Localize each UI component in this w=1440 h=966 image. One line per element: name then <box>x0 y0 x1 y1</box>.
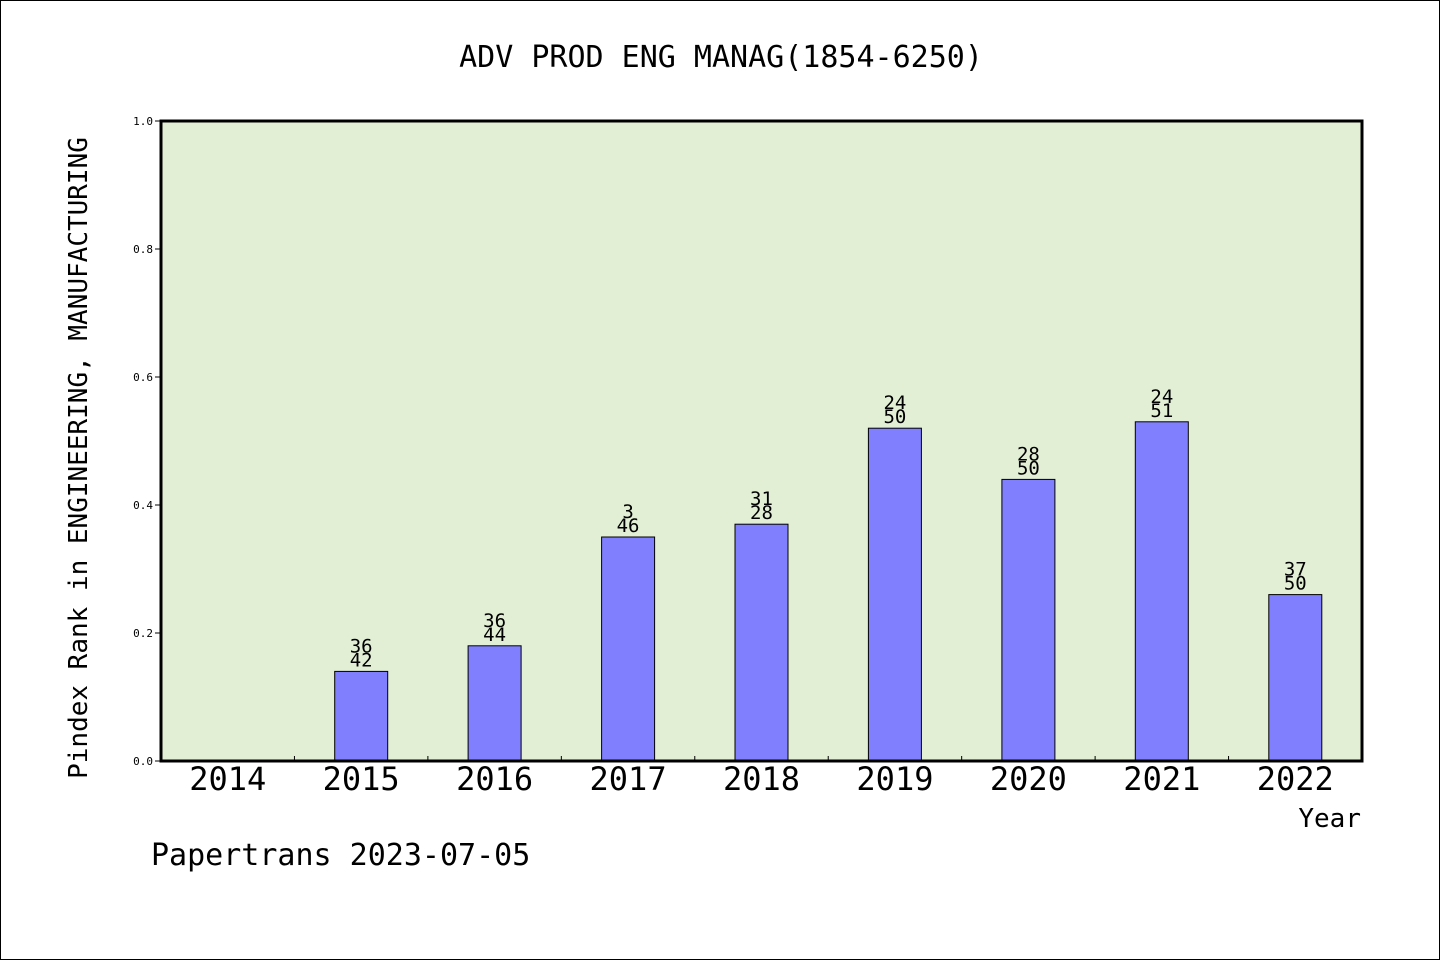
bar-2015 <box>334 670 389 762</box>
bar-label-bottom-2015: 42 <box>350 649 373 671</box>
bar-2022 <box>1268 594 1323 762</box>
bar-label-top-2018: 31 <box>750 488 773 510</box>
bar-label-top-2017: 3 <box>622 501 633 523</box>
bar-2019 <box>867 427 922 762</box>
y-tick-label: 0.4 <box>133 499 153 512</box>
bar-label-top-2022: 37 <box>1284 559 1307 581</box>
bar-label-bottom-2021: 51 <box>1150 400 1173 422</box>
bar-label-top-2021: 24 <box>1150 386 1173 408</box>
bar-2021 <box>1134 421 1189 762</box>
x-tick-label-2018: 2018 <box>723 760 800 798</box>
bar-2016 <box>467 645 522 762</box>
x-tick-label-2021: 2021 <box>1123 760 1200 798</box>
bar-label-bottom-2016: 44 <box>483 624 506 646</box>
bar-label-bottom-2020: 50 <box>1017 457 1040 479</box>
x-tick-label-2014: 2014 <box>189 760 266 798</box>
bar-label-bottom-2019: 50 <box>883 406 906 428</box>
x-tick-label-2022: 2022 <box>1257 760 1334 798</box>
bar-2017 <box>601 536 656 762</box>
bar-label-top-2020: 28 <box>1017 443 1040 465</box>
bar-label-bottom-2018: 28 <box>750 502 773 524</box>
y-tick-label: 0.2 <box>133 627 153 640</box>
bar-label-bottom-2017: 46 <box>617 515 640 537</box>
bar-2018 <box>734 523 789 762</box>
x-tick-label-2017: 2017 <box>590 760 667 798</box>
y-tick-label: 0.8 <box>133 243 153 256</box>
x-axis-label: Year <box>1298 804 1361 834</box>
bar-label-top-2015: 36 <box>350 635 373 657</box>
plot-border <box>159 119 1364 763</box>
y-tick-label: 1.0 <box>133 115 153 128</box>
x-tick-label-2019: 2019 <box>856 760 933 798</box>
y-tick-label: 0.0 <box>133 755 153 768</box>
x-axis-ticks: 2014 2015 2016 2017 2018 2019 2020 2021 2022 <box>189 756 1334 798</box>
footer-credit: Papertrans 2023-07-05 <box>151 838 530 873</box>
bar-label-bottom-2022: 50 <box>1284 573 1307 595</box>
x-tick-label-2015: 2015 <box>323 760 400 798</box>
bar-2020 <box>1001 478 1056 762</box>
bar-label-top-2019: 24 <box>883 392 906 414</box>
x-tick-label-2016: 2016 <box>456 760 533 798</box>
chart-title: ADV PROD ENG MANAG(1854-6250) <box>459 40 983 75</box>
y-tick-label: 0.6 <box>133 371 153 384</box>
bar-label-top-2016: 36 <box>483 610 506 632</box>
bars-group <box>334 421 1323 762</box>
x-tick-label-2020: 2020 <box>990 760 1067 798</box>
y-axis-label: Pindex Rank in ENGINEERING, MANUFACTURIN… <box>64 137 94 779</box>
y-axis-ticks: 0.0 0.2 0.4 0.6 0.8 1.0 <box>133 115 161 768</box>
